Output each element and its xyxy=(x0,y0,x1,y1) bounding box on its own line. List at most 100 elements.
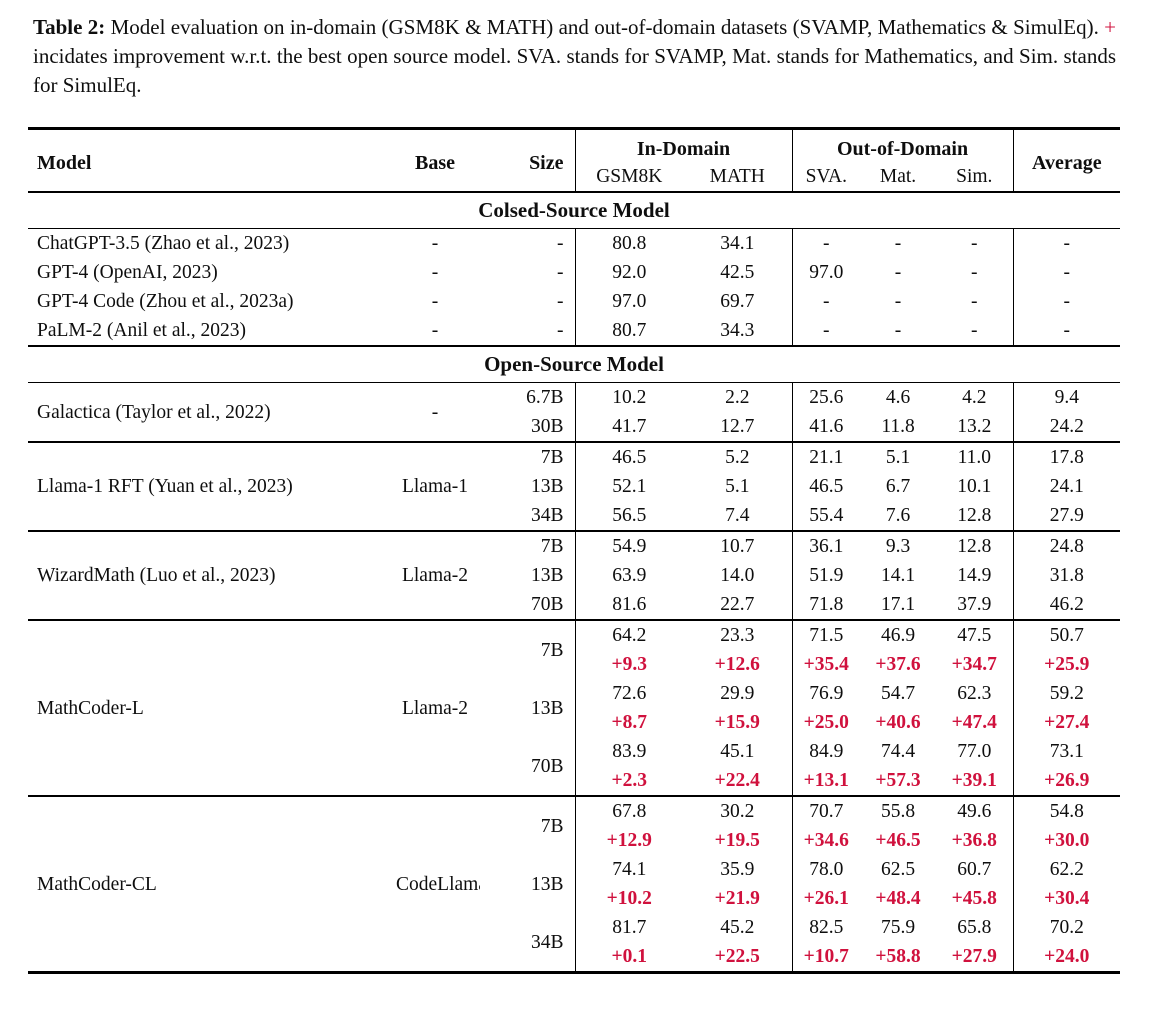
size-cell: - xyxy=(557,291,564,312)
score-cell: 41.6 xyxy=(791,412,861,442)
score-cell: 62.5 xyxy=(880,859,916,880)
score-cell: 24.8 xyxy=(1012,530,1121,561)
delta-cell: +12.6 xyxy=(714,654,760,675)
col-group-out-of-domain: Out-of-Domain xyxy=(791,128,1014,164)
score-cell: 56.5 xyxy=(574,501,683,531)
delta-cell: +48.4 xyxy=(875,888,921,909)
score-cell: 60.7 xyxy=(957,859,992,880)
score-cell: 59.2 xyxy=(1012,679,1121,708)
score-cell: 81.6 xyxy=(574,590,683,620)
size-cell: 13B xyxy=(530,565,564,586)
score-cell: - xyxy=(894,262,902,283)
delta-cell: +35.4 xyxy=(791,650,861,679)
score-cell: - xyxy=(971,291,978,312)
size-cell: 13B xyxy=(530,476,564,497)
table-row: 13B 72.6 29.9 76.9 54.7 62.3 59.2 xyxy=(28,679,1121,719)
score-cell: 83.9 xyxy=(574,737,683,766)
score-cell: 9.3 xyxy=(860,530,937,561)
delta-cell: +25.9 xyxy=(1012,650,1121,679)
score-cell: 76.9 xyxy=(791,679,861,708)
score-cell: - xyxy=(894,291,902,312)
score-cell: 80.8 xyxy=(574,228,683,258)
score-cell: 70.7 xyxy=(791,795,861,826)
score-cell: 31.8 xyxy=(1012,561,1121,590)
score-cell: 50.7 xyxy=(1012,619,1121,650)
base-cell: - xyxy=(431,233,439,254)
score-cell: - xyxy=(791,287,861,316)
base-cell: Llama-2 xyxy=(390,619,480,796)
score-cell: 14.1 xyxy=(880,565,916,586)
table-row-delta: +8.7 +15.9 +25.0 +40.6 +47.4 +27.4 xyxy=(28,708,1121,737)
delta-cell: +37.6 xyxy=(875,654,921,675)
base-cell: Llama-2 xyxy=(390,530,480,620)
delta-cell: +30.0 xyxy=(1012,826,1121,855)
col-group-in-domain: In-Domain xyxy=(574,128,793,164)
score-cell: - xyxy=(791,228,861,258)
score-cell: 11.8 xyxy=(881,416,915,437)
base-cell: - xyxy=(431,262,439,283)
score-cell: 12.8 xyxy=(957,505,992,526)
score-cell: 97.0 xyxy=(791,258,861,287)
delta-cell: +40.6 xyxy=(875,712,921,733)
score-cell: 65.8 xyxy=(957,917,992,938)
score-cell: 47.5 xyxy=(936,619,1014,650)
score-cell: 64.2 xyxy=(574,619,683,650)
score-cell: 62.2 xyxy=(1012,855,1121,884)
model-name-cell: GPT-4 (OpenAI, 2023) xyxy=(37,262,218,283)
delta-cell: +8.7 xyxy=(574,708,683,737)
score-cell: - xyxy=(1012,228,1121,258)
delta-cell: +47.4 xyxy=(951,712,997,733)
base-cell: Llama-1 xyxy=(390,441,480,531)
score-cell: 54.9 xyxy=(574,530,683,561)
score-cell: 74.1 xyxy=(574,855,683,884)
col-header-size: Size xyxy=(480,128,575,193)
score-cell: 49.6 xyxy=(936,795,1014,826)
table-row: ChatGPT-3.5 (Zhao et al., 2023) - -80.8 34.… xyxy=(28,228,1121,258)
delta-cell: +19.5 xyxy=(714,830,760,851)
results-table: Model Base Size In-Domain Out-of-Domain … xyxy=(28,127,1121,974)
score-cell: 63.9 xyxy=(574,561,683,590)
col-header-model: Model xyxy=(28,128,390,193)
delta-cell: +27.9 xyxy=(951,946,997,967)
score-cell: 5.1 xyxy=(860,441,937,472)
delta-cell: +10.2 xyxy=(574,884,683,913)
score-cell: 74.4 xyxy=(880,741,916,762)
table-row: 70B 81.6 22.7 71.8 17.1 37.9 46.2 xyxy=(28,590,1121,620)
delta-cell: +34.6 xyxy=(791,826,861,855)
delta-cell: +46.5 xyxy=(875,830,921,851)
table-row-delta: +0.1 +22.5 +10.7 +58.8 +27.9 +24.0 xyxy=(28,942,1121,973)
score-cell: 7.4 xyxy=(725,505,750,526)
size-cell: 7B xyxy=(480,619,575,679)
score-cell: 10.1 xyxy=(957,476,992,497)
score-cell: 71.8 xyxy=(791,590,861,620)
score-cell: 35.9 xyxy=(720,859,755,880)
score-cell: 52.1 xyxy=(574,472,683,501)
table-row-delta: +9.3 +12.6 +35.4 +37.6 +34.7 +25.9 xyxy=(28,650,1121,679)
delta-cell: +34.7 xyxy=(951,654,997,675)
table-row: Llama-1 RFT (Yuan et al., 2023) Llama-1 7B… xyxy=(28,441,1121,531)
table-row: 13B 52.1 5.1 46.5 6.7 10.1 24.1 xyxy=(28,472,1121,501)
delta-cell: +27.4 xyxy=(1012,708,1121,737)
score-cell: 21.1 xyxy=(791,441,861,472)
col-header-gsm8k: GSM8K xyxy=(574,164,683,193)
size-cell: 6.7B xyxy=(526,387,564,408)
size-cell: 7B xyxy=(480,795,575,855)
score-cell: 46.5 xyxy=(574,441,683,472)
delta-cell: +15.9 xyxy=(714,712,760,733)
table-row: GPT-4 Code (Zhou et al., 2023a) - -97.0 69.… xyxy=(28,287,1121,316)
score-cell: 67.8 xyxy=(574,795,683,826)
delta-cell: +2.3 xyxy=(574,766,683,796)
table-row-delta: +12.9 +19.5 +34.6 +46.5 +36.8 +30.0 xyxy=(28,826,1121,855)
size-cell: 70B xyxy=(530,755,564,777)
score-cell: 5.2 xyxy=(683,441,793,472)
red-plus-sign: + xyxy=(1104,15,1117,39)
score-cell: 23.3 xyxy=(683,619,793,650)
score-cell: - xyxy=(791,316,861,346)
score-cell: - xyxy=(1012,316,1121,346)
delta-cell: +13.1 xyxy=(791,766,861,796)
score-cell: 10.2 xyxy=(574,382,683,412)
table-row: 13B 63.9 14.0 51.9 14.1 14.9 31.8 xyxy=(28,561,1121,590)
score-cell: 78.0 xyxy=(791,855,861,884)
table-row: 13B 74.1 35.9 78.0 62.5 60.7 62.2 xyxy=(28,855,1121,895)
table-row: MathCoder-L Llama-2 7B 64.2 23.3 71.5 46.9 47.5… xyxy=(28,619,1121,796)
